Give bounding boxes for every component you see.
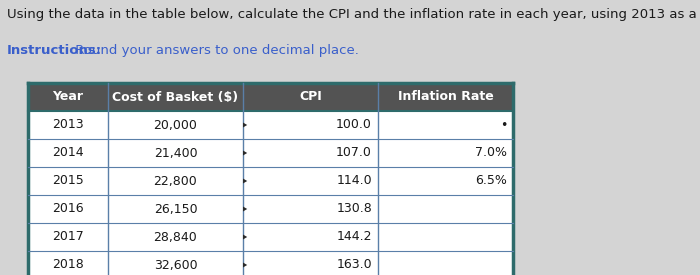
Text: CPI: CPI [299, 90, 322, 103]
Bar [28, 83, 513, 111]
Text: 2015: 2015 [52, 175, 84, 188]
Text: Cost of Basket ($): Cost of Basket ($) [113, 90, 239, 103]
Text: 2018: 2018 [52, 258, 84, 271]
Text: Instructions:: Instructions: [7, 44, 102, 57]
Text: 6.5%: 6.5% [475, 175, 507, 188]
Bar [28, 223, 513, 251]
Text: 130.8: 130.8 [336, 202, 372, 216]
Polygon shape [243, 263, 247, 268]
Text: 22,800: 22,800 [153, 175, 197, 188]
Text: 26,150: 26,150 [154, 202, 197, 216]
Text: Year: Year [52, 90, 83, 103]
Text: 28,840: 28,840 [153, 230, 197, 243]
Text: 107.0: 107.0 [336, 147, 372, 160]
Bar [28, 195, 513, 223]
Text: Round your answers to one decimal place.: Round your answers to one decimal place. [71, 44, 359, 57]
Text: 21,400: 21,400 [154, 147, 197, 160]
Bar [28, 111, 513, 139]
Bar [28, 139, 513, 167]
Text: 100.0: 100.0 [336, 119, 372, 131]
Bar [28, 251, 513, 275]
Text: 2016: 2016 [52, 202, 84, 216]
Text: 144.2: 144.2 [337, 230, 372, 243]
Polygon shape [243, 178, 247, 183]
Text: 2013: 2013 [52, 119, 84, 131]
Text: 114.0: 114.0 [337, 175, 372, 188]
Polygon shape [243, 123, 247, 128]
Text: 163.0: 163.0 [337, 258, 372, 271]
Text: Using the data in the table below, calculate the CPI and the inflation rate in e: Using the data in the table below, calcu… [7, 8, 700, 21]
Text: 32,600: 32,600 [154, 258, 197, 271]
Polygon shape [243, 207, 247, 211]
Polygon shape [243, 235, 247, 240]
Text: 2017: 2017 [52, 230, 84, 243]
Text: 2014: 2014 [52, 147, 84, 160]
Text: •: • [500, 119, 507, 131]
Text: 7.0%: 7.0% [475, 147, 507, 160]
Text: 20,000: 20,000 [153, 119, 197, 131]
Polygon shape [243, 150, 247, 155]
Text: Inflation Rate: Inflation Rate [398, 90, 494, 103]
Bar [28, 167, 513, 195]
